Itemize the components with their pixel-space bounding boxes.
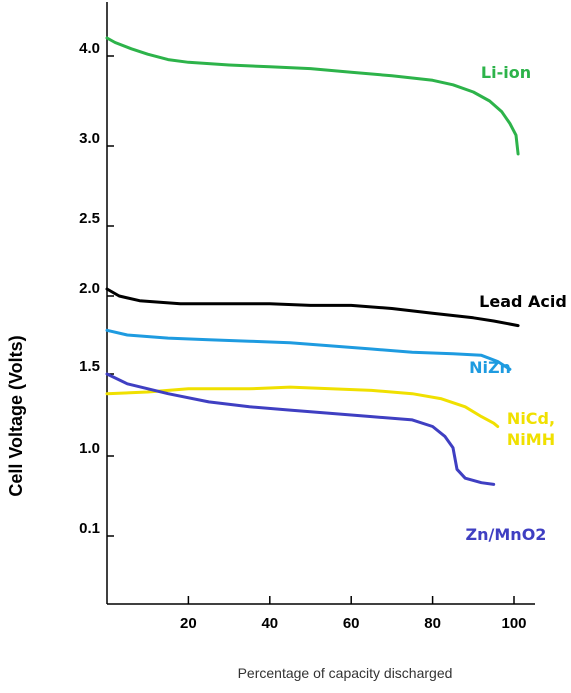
x-tick-label: 100 — [501, 615, 526, 632]
series-label-li-ion: Li-ion — [481, 63, 531, 82]
y-tick-label: 0.1 — [79, 520, 100, 537]
y-tick-label: 1.5 — [79, 358, 100, 375]
series-label-nizn: NiZn — [469, 358, 511, 377]
y-tick-label: 3.0 — [79, 130, 100, 147]
y-tick-label: 2.5 — [79, 210, 100, 227]
series-label-lead-acid: Lead Acid — [479, 292, 567, 311]
y-axis-title: Cell Voltage (Volts) — [6, 335, 26, 496]
x-tick-label: 80 — [424, 615, 441, 632]
y-tick-label: 4.0 — [79, 40, 100, 57]
x-axis-title: Percentage of capacity discharged — [238, 665, 453, 681]
x-tick-label: 20 — [180, 615, 197, 632]
axes — [106, 2, 535, 605]
series-label-zn-mno2: Zn/MnO2 — [466, 525, 547, 544]
series-line-nicd-nimh — [105, 385, 500, 428]
y-tick-label: 2.0 — [79, 280, 100, 297]
series-line-lead-acid — [105, 287, 520, 328]
x-tick-label: 40 — [261, 615, 278, 632]
series-group — [105, 36, 520, 486]
series-label-nicd-nimh: NiCd, NiMH — [507, 409, 555, 449]
series-line-li-ion — [105, 36, 520, 156]
series-line-zn-mno2 — [105, 372, 496, 486]
ticks: 0.1 1.0 1.5 2.0 2.5 3.0 4.0 20 40 60 80 100 — [79, 40, 526, 632]
series-line-nizn — [105, 328, 512, 371]
series-labels: Li-ion Lead Acid NiZn NiCd, NiMH Zn/MnO2 — [466, 63, 567, 544]
x-tick-label: 60 — [343, 615, 360, 632]
y-tick-label: 1.0 — [79, 440, 100, 457]
